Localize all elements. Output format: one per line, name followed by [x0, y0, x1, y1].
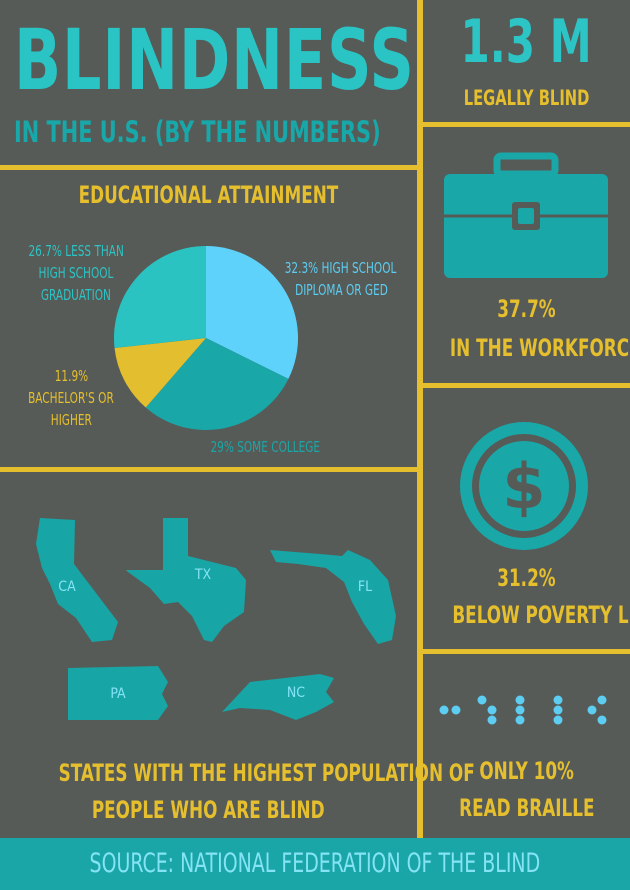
pie-slice-2: [114, 338, 206, 408]
state-fl-shape: [270, 550, 396, 644]
pie-label-bachelors: 11.9% BACHELOR'S OR HIGHER: [28, 367, 114, 429]
state-tx-shape: [126, 518, 246, 642]
workforce-value: 37.7%: [497, 295, 556, 323]
svg-text:$: $: [502, 450, 545, 523]
dollar-coin-icon: $: [460, 422, 588, 550]
pie-slice-1: [145, 338, 289, 431]
footer-bar: [0, 838, 630, 890]
legally-blind-value: 1.3 M: [460, 7, 593, 77]
right-divider-1: [423, 122, 630, 127]
vertical-divider: [417, 0, 423, 838]
page-title: BLINDNESS: [14, 11, 415, 109]
state-nc-shape: [222, 674, 334, 720]
right-divider-2: [423, 383, 630, 388]
pie-label-high-school: 32.3% HIGH SCHOOL DIPLOMA OR GED: [285, 259, 397, 299]
footer-source: SOURCE: NATIONAL FEDERATION OF THE BLIND: [89, 848, 541, 879]
poverty-label: BELOW POVERTY LINE: [452, 601, 630, 629]
page-subtitle: IN THE U.S. (BY THE NUMBERS): [14, 115, 381, 149]
legally-blind-label: LEGALLY BLIND: [463, 86, 590, 110]
header-divider: [0, 165, 417, 170]
pie-label-less-than-hs: 26.7% LESS THAN HIGH SCHOOL GRADUATION: [28, 242, 124, 304]
briefcase-icon: [444, 152, 608, 278]
workforce-label: IN THE WORKFORCE: [449, 334, 630, 362]
state-label-ca: CA: [58, 579, 76, 595]
right-divider-3: [423, 649, 630, 654]
state-pa-shape: [68, 666, 168, 720]
pie-slice-0: [206, 246, 299, 379]
education-pie-chart: [113, 246, 299, 431]
braille-dots-icon: [439, 695, 607, 725]
pie-slice-3: [113, 246, 206, 348]
braille-label: READ BRAILLE: [458, 794, 595, 822]
state-ca-shape: [36, 518, 118, 642]
state-label-tx: TX: [194, 567, 212, 583]
state-label-fl: FL: [357, 579, 373, 595]
braille-value: ONLY 10%: [479, 757, 574, 785]
education-heading: EDUCATIONAL ATTAINMENT: [78, 181, 339, 209]
poverty-value: 31.2%: [497, 564, 556, 592]
education-divider: [0, 467, 417, 472]
pie-label-some-college: 29% SOME COLLEGE: [210, 438, 320, 456]
state-label-nc: NC: [286, 685, 306, 701]
states-heading-line1: STATES WITH THE HIGHEST POPULATION OF: [58, 759, 475, 787]
states-heading-line2: PEOPLE WHO ARE BLIND: [92, 796, 325, 824]
states-map: [36, 518, 396, 720]
state-label-pa: PA: [110, 686, 126, 702]
